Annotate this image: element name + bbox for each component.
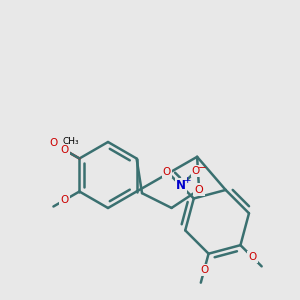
Text: O: O xyxy=(195,185,203,195)
Text: −: − xyxy=(197,163,206,173)
Text: O: O xyxy=(248,252,256,262)
Text: O: O xyxy=(61,195,69,205)
Text: O: O xyxy=(200,265,208,275)
Text: O: O xyxy=(61,145,69,155)
Text: O: O xyxy=(49,139,58,148)
Text: N: N xyxy=(176,179,186,192)
Text: CH₃: CH₃ xyxy=(62,137,79,146)
Text: O: O xyxy=(163,167,171,177)
Text: +: + xyxy=(183,176,191,185)
Text: O: O xyxy=(192,166,200,176)
